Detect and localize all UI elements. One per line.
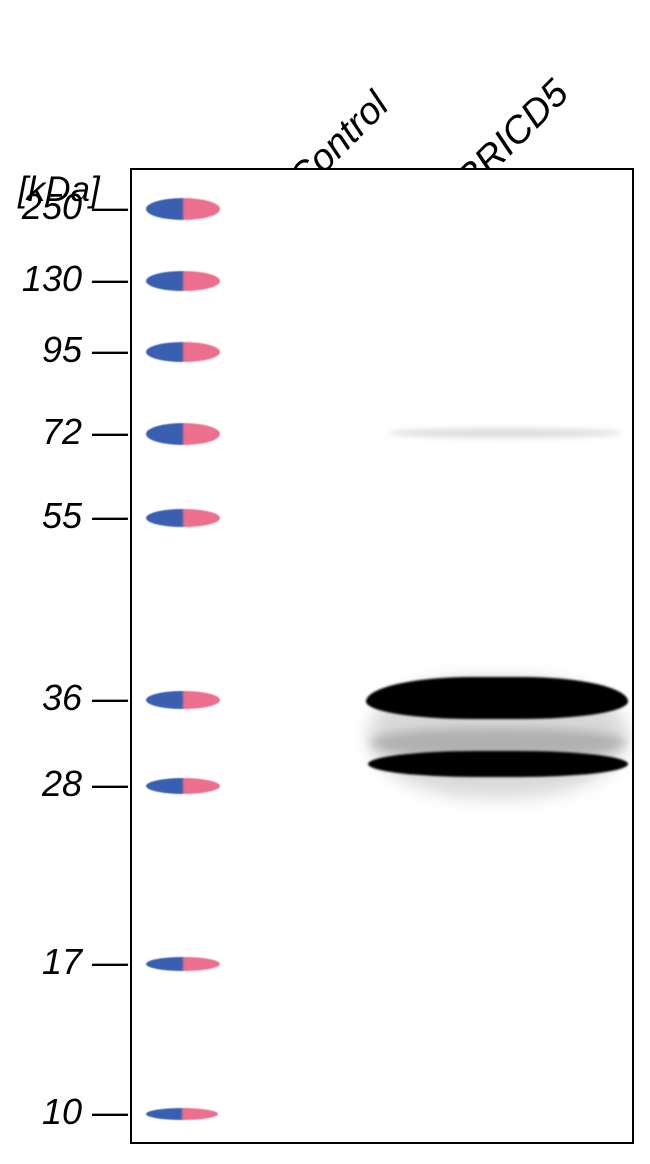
ladder-band (146, 198, 220, 220)
mw-label: 10 — (42, 1091, 128, 1133)
ladder-band (146, 271, 220, 291)
ladder-band (146, 778, 220, 794)
ladder-band (146, 1108, 218, 1120)
mw-label: 95 — (42, 329, 128, 371)
mw-label: 17 — (42, 941, 128, 983)
sample-band (366, 677, 628, 719)
mw-label: 28 — (42, 763, 128, 805)
gel-frame (130, 168, 634, 1144)
sample-band (368, 751, 628, 777)
ladder-band (146, 342, 220, 362)
gel-inner (132, 170, 632, 1142)
sample-band (388, 428, 622, 438)
ladder-band (146, 423, 220, 445)
ladder-band (146, 957, 220, 971)
mw-label: 36 — (42, 677, 128, 719)
mw-label: 72 — (42, 411, 128, 453)
ladder-band (146, 509, 220, 527)
mw-label: 130 — (22, 258, 128, 300)
mw-label: 250 — (22, 186, 128, 228)
mw-label: 55 — (42, 495, 128, 537)
ladder-band (146, 691, 220, 709)
